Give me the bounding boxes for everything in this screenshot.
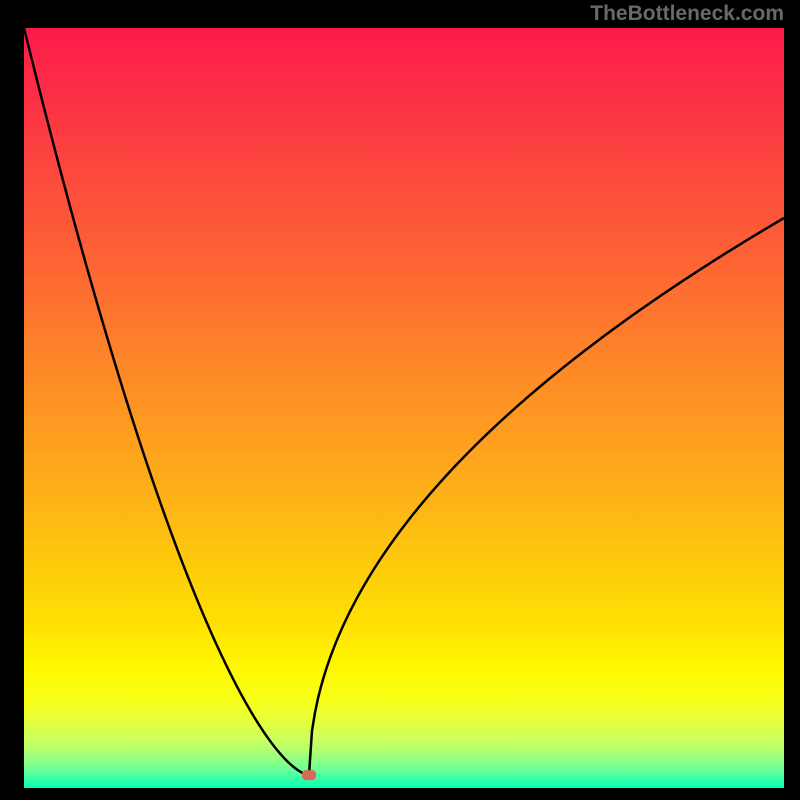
plot-background	[24, 28, 784, 788]
chart-svg	[0, 0, 800, 800]
chart-container: TheBottleneck.com	[0, 0, 800, 800]
apex-marker	[302, 770, 316, 780]
